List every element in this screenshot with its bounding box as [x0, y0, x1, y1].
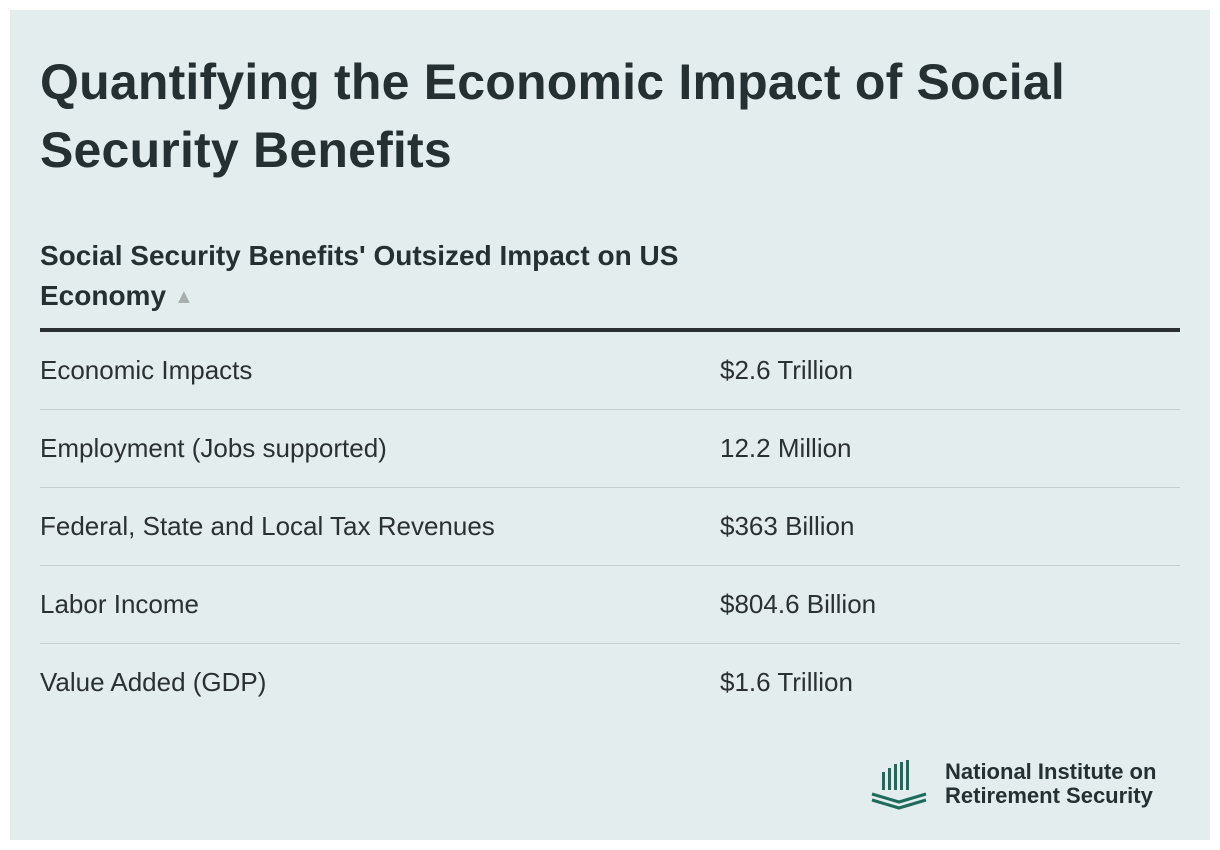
page-title: Quantifying the Economic Impact of Socia… [40, 54, 1065, 178]
logo-line-1: National Institute on [945, 759, 1157, 784]
row-label: Employment (Jobs supported) [40, 433, 387, 463]
row-value: $804.6 Billion [720, 589, 877, 619]
table-row: Employment (Jobs supported) 12.2 Million [40, 410, 1180, 488]
table-row: Federal, State and Local Tax Revenues $3… [40, 488, 1180, 566]
row-label: Value Added (GDP) [40, 667, 267, 697]
nirs-logo: National Institute on Retirement Securit… [868, 758, 1188, 822]
columns-icon [871, 760, 927, 810]
row-value: $2.6 Trillion [720, 355, 853, 385]
logo-line-2: Retirement Security [945, 783, 1153, 808]
table-row: Value Added (GDP) $1.6 Trillion [40, 644, 1180, 721]
row-value: $1.6 Trillion [720, 667, 853, 697]
column-header-label: Social Security Benefits' Outsized Impac… [40, 240, 679, 311]
logo-wordmark: National Institute on Retirement Securit… [945, 760, 1156, 808]
row-label: Economic Impacts [40, 355, 253, 385]
row-label: Labor Income [40, 589, 199, 619]
row-value: $363 Billion [720, 511, 855, 541]
row-label: Federal, State and Local Tax Revenues [40, 511, 495, 541]
sort-ascending-icon[interactable]: ▲ [174, 286, 194, 308]
chart-card: Quantifying the Economic Impact of Socia… [10, 10, 1210, 840]
table-row: Economic Impacts $2.6 Trillion [40, 332, 1180, 410]
table-header: Social Security Benefits' Outsized Impac… [40, 236, 1180, 332]
row-value: 12.2 Million [720, 433, 852, 463]
data-table: Social Security Benefits' Outsized Impac… [40, 236, 1180, 721]
table-row: Labor Income $804.6 Billion [40, 566, 1180, 644]
column-header-sortable[interactable]: Social Security Benefits' Outsized Impac… [40, 236, 680, 317]
